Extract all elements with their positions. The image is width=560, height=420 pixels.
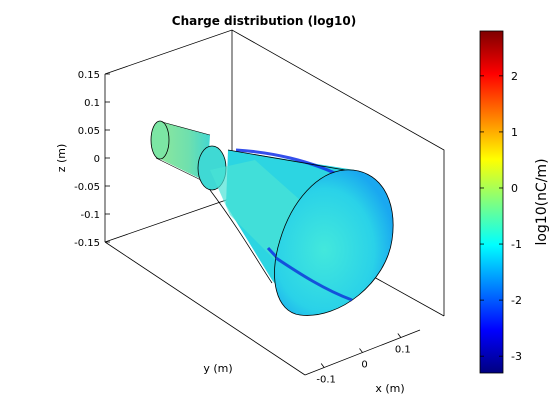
back-frame — [104, 29, 445, 316]
surface — [150, 120, 394, 316]
x-tick-mark — [320, 363, 325, 368]
x-tick-mark — [397, 333, 402, 338]
chart-title: Charge distribution (log10) — [172, 14, 356, 28]
z-tick-label: -0.05 — [74, 182, 100, 193]
colorbar-tick-label: 2 — [511, 70, 518, 83]
colorbar-gradient — [479, 30, 504, 374]
colorbar-ticks: 2 1 0 -1 -2 -3 — [480, 70, 522, 363]
z-axis-label: z (m) — [55, 144, 68, 173]
z-ticks: 0.15 0.1 0.05 0 -0.05 -0.1 -0.15 — [74, 70, 110, 249]
colorbar-label: log10(nC/m) — [534, 158, 550, 245]
x-tick-label: -0.1 — [316, 375, 336, 386]
z-tick-label: -0.1 — [80, 210, 100, 221]
small-cylinder-outline — [155, 121, 211, 183]
x-tick-label: 0 — [361, 360, 367, 371]
cone-end-cap — [274, 169, 394, 316]
x-axis-label: x (m) — [375, 382, 404, 395]
x-ticks: -0.1 0 0.1 — [316, 333, 411, 386]
cone-light-patch — [210, 160, 300, 260]
z-tick-label: -0.15 — [74, 238, 100, 249]
z-tick-label: 0 — [94, 154, 100, 165]
y-axis-line — [104, 241, 306, 376]
z-tick-label: 0.15 — [78, 70, 100, 81]
colorbar-tick-label: 1 — [511, 126, 518, 139]
y-axis-label: y (m) — [203, 362, 232, 375]
colorbar-tick-label: -1 — [511, 238, 522, 251]
cone-outline — [209, 149, 346, 284]
z-tick-label: 0.1 — [84, 98, 100, 109]
colorbar: 2 1 0 -1 -2 -3 log10(nC/m) — [479, 30, 550, 374]
x-tick-mark — [359, 348, 363, 353]
end-cap-stripe — [275, 256, 353, 302]
small-cylinder-end — [150, 120, 170, 160]
z-tick-label: 0.05 — [78, 126, 100, 137]
colorbar-tick-label: -3 — [511, 350, 522, 363]
x-tick-label: 0.1 — [395, 345, 411, 356]
colorbar-tick-label: 0 — [511, 182, 518, 195]
colorbar-tick-label: -2 — [511, 294, 522, 307]
floor-back-edge-y — [104, 197, 233, 243]
small-cylinder — [156, 122, 210, 182]
